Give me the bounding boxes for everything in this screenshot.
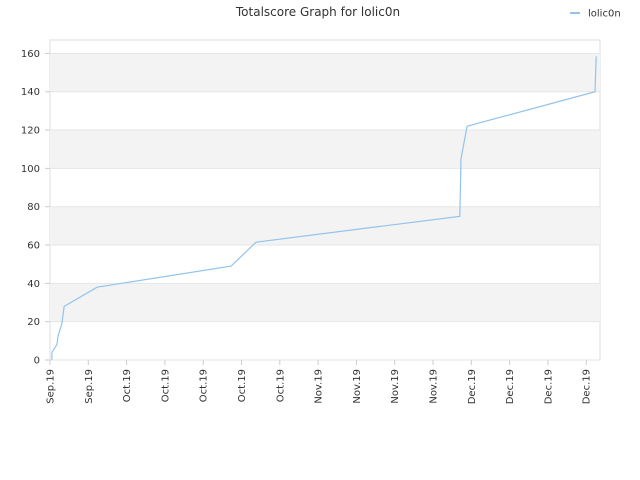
x-tick-label: Oct.19 [160, 369, 171, 402]
y-tick-label: 120 [21, 126, 40, 137]
x-tick-label: Oct.19 [275, 369, 286, 402]
grid-band [50, 130, 600, 169]
x-tick-label: Oct.19 [199, 369, 210, 402]
x-tick-label: Oct.19 [237, 369, 248, 402]
x-tick-label: Nov.19 [429, 369, 440, 404]
y-tick-label: 40 [27, 279, 40, 290]
x-tick-label: Nov.19 [314, 369, 325, 404]
x-tick-label: Dec.19 [467, 369, 478, 404]
y-tick-label: 100 [21, 164, 40, 175]
legend-label: lolic0n [588, 9, 621, 20]
y-tick-label: 60 [27, 241, 40, 252]
y-tick-label: 140 [21, 87, 40, 98]
x-tick-label: Dec.19 [543, 369, 554, 404]
y-tick-label: 160 [21, 49, 40, 60]
grid-band [50, 206, 600, 246]
x-tick-label: Nov.19 [352, 369, 363, 404]
y-tick-label: 80 [27, 202, 40, 213]
x-tick-label: Dec.19 [582, 369, 593, 404]
chart-title: Totalscore Graph for lolic0n [235, 5, 400, 19]
x-tick-label: Dec.19 [505, 369, 516, 404]
line [51, 56, 597, 360]
grid-band [50, 53, 600, 92]
x-tick-label: Sep.19 [46, 369, 57, 404]
x-tick-label: Sep.19 [84, 369, 95, 404]
grid-band [50, 283, 600, 322]
y-tick-label: 20 [27, 317, 40, 328]
x-tick-label: Oct.19 [122, 369, 133, 402]
y-tick-label: 0 [34, 356, 40, 367]
x-tick-label: Nov.19 [390, 369, 401, 404]
